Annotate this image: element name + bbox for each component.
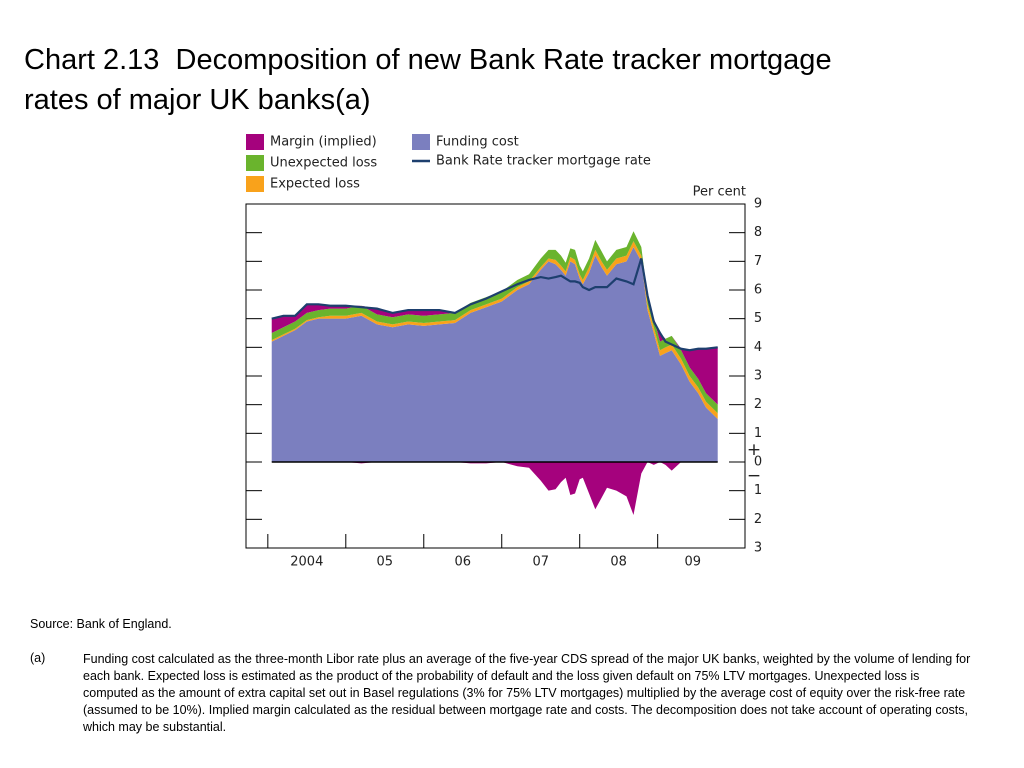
legend-label: Margin (implied)	[270, 135, 377, 150]
y-tick-label: 1	[754, 483, 762, 498]
y-tick-label: 1	[754, 426, 762, 441]
legend-label: Bank Rate tracker mortgage rate	[436, 154, 651, 169]
source: Source: Bank of England.	[30, 617, 172, 631]
plus-sign: +	[747, 440, 761, 460]
legend-swatch	[246, 155, 264, 171]
y-tick-label: 5	[754, 311, 762, 326]
legend-swatch	[246, 176, 264, 192]
footnote-marker: (a)	[30, 651, 46, 665]
y-tick-label: 8	[754, 225, 762, 240]
area-negative	[271, 462, 718, 516]
x-tick-label: 07	[532, 555, 549, 570]
line	[271, 258, 718, 352]
area	[271, 247, 718, 462]
legend-swatch	[246, 134, 264, 150]
legend-label: Expected loss	[270, 177, 360, 192]
legend-label: Unexpected loss	[270, 156, 377, 171]
x-tick-label: 06	[454, 555, 471, 570]
x-tick-label: 09	[684, 555, 701, 570]
y-tick-label: 2	[754, 397, 762, 412]
y-tick-label: 6	[754, 283, 762, 298]
x-tick-label: 05	[377, 555, 394, 570]
footnote: Funding cost calculated as the three-mon…	[83, 652, 971, 734]
y-tick-label: 2	[754, 512, 762, 527]
chart: Per cent + − Margin (implied) Unexpected …	[245, 134, 762, 570]
y-tick-label: 9	[754, 197, 762, 212]
y-tick-label: 3	[754, 369, 762, 384]
y-unit: Per cent	[693, 185, 746, 200]
y-tick-label: 0	[754, 455, 762, 470]
y-tick-label: 4	[754, 340, 762, 355]
legend-label: Funding cost	[436, 135, 519, 150]
x-tick-label: 2004	[290, 555, 323, 570]
y-tick-label: 3	[754, 541, 762, 556]
legend-swatch	[412, 134, 430, 150]
y-tick-label: 7	[754, 254, 762, 269]
chart-title: Chart 2.13 Decomposition of new Bank Rat…	[24, 44, 840, 116]
x-tick-label: 08	[610, 555, 627, 570]
minus-sign: −	[747, 466, 761, 486]
